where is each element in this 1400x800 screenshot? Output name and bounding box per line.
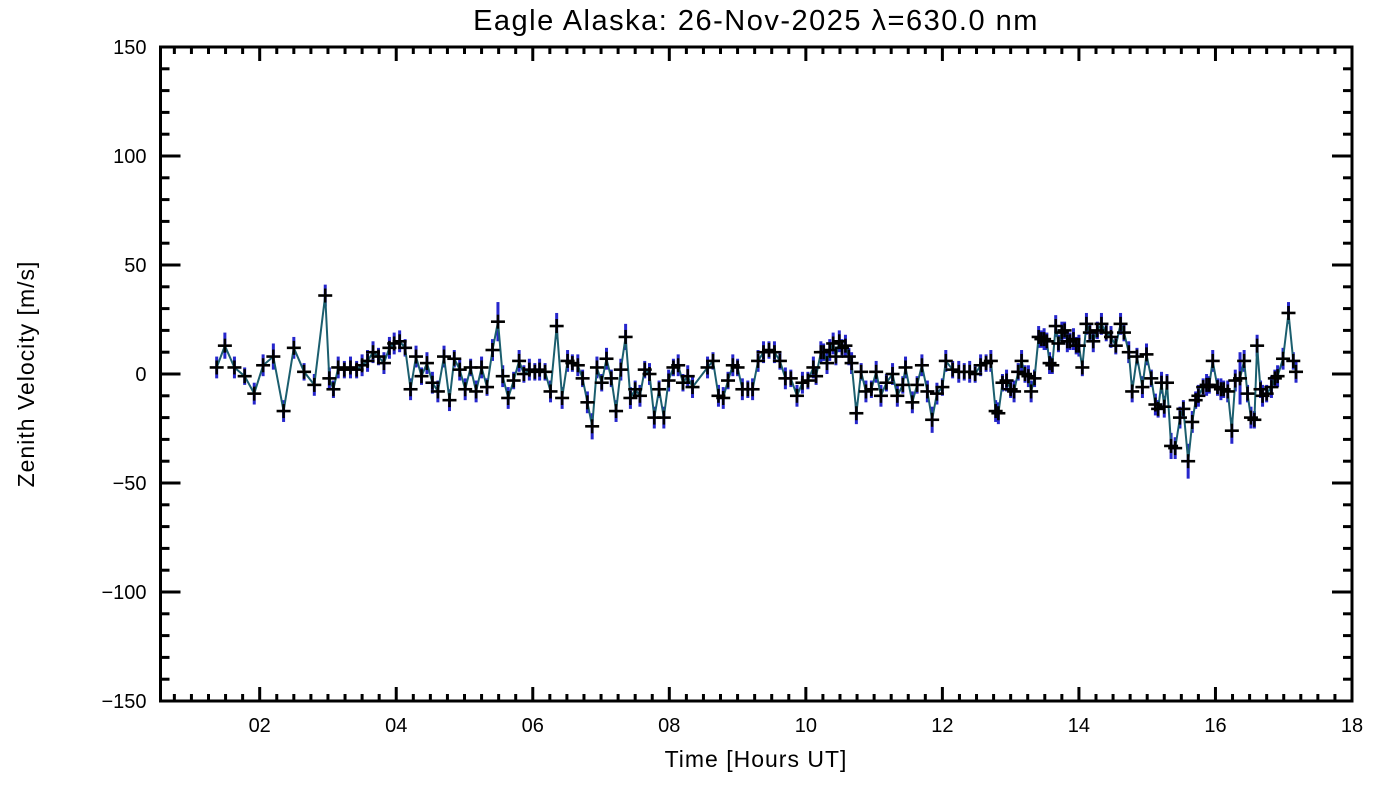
axis-ticks xyxy=(160,45,1354,703)
x-tick-label: 02 xyxy=(249,715,271,737)
y-tick-label: 50 xyxy=(124,255,146,277)
x-tick-label: 16 xyxy=(1204,715,1226,737)
y-tick-label: 100 xyxy=(113,146,146,168)
x-tick-label: 14 xyxy=(1068,715,1090,737)
x-tick-label: 08 xyxy=(658,715,680,737)
y-axis-label: Zenith Velocity [m/s] xyxy=(13,261,39,488)
y-tick-label: 0 xyxy=(135,364,146,386)
y-tick-label: −100 xyxy=(101,582,146,604)
x-tick-label: 10 xyxy=(795,715,817,737)
axis-tick-labels: 02 04 06 08 10 12 14 16 18 150 100 50 0 −50 −100 −150 xyxy=(101,37,1363,737)
data-series-line xyxy=(215,295,1297,462)
y-tick-label: −150 xyxy=(101,691,146,713)
data-markers xyxy=(209,288,1304,469)
x-axis-label: Time [Hours UT] xyxy=(665,746,848,772)
y-tick-label: 150 xyxy=(113,37,146,59)
x-tick-label: 12 xyxy=(931,715,953,737)
x-tick-label: 06 xyxy=(522,715,544,737)
axis-titles: Eagle Alaska: 26-Nov-2025 λ=630.0 nm Time… xyxy=(13,5,1039,772)
chart-title: Eagle Alaska: 26-Nov-2025 λ=630.0 nm xyxy=(473,5,1039,37)
x-tick-label: 04 xyxy=(385,715,407,737)
y-tick-label: −50 xyxy=(113,473,147,495)
x-tick-label: 18 xyxy=(1341,715,1363,737)
